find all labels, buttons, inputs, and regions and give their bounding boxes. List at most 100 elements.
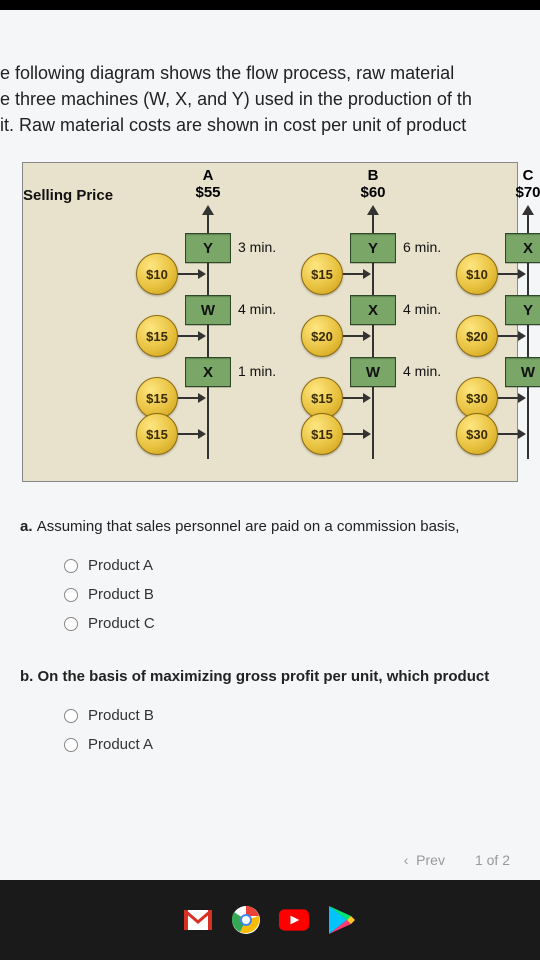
question-a-options: Product A Product B Product C xyxy=(0,535,540,638)
feeder-arrowhead xyxy=(363,429,371,439)
feeder-arrowhead xyxy=(518,269,526,279)
option-row[interactable]: Product B xyxy=(64,580,540,609)
feeder-arrowhead xyxy=(198,269,206,279)
feeder-arrowhead xyxy=(518,429,526,439)
question-a-prefix: a. xyxy=(20,518,37,535)
feeder-line xyxy=(178,335,198,337)
machine-box: Y xyxy=(350,233,396,263)
feeder-arrowhead xyxy=(198,393,206,403)
feeder-arrowhead xyxy=(198,331,206,341)
prev-glyph: ‹ xyxy=(404,852,409,868)
raw-material-cost-bottom: $15 xyxy=(301,413,343,455)
taskbar xyxy=(0,880,540,960)
product-column-a: A$55Y3 min.$10W4 min.$15X1 min.$15$15 xyxy=(133,167,283,471)
option-label: Product B xyxy=(88,707,154,724)
column-header: B xyxy=(298,167,448,184)
machine-box: W xyxy=(505,357,540,387)
feeder-arrowhead xyxy=(518,393,526,403)
youtube-icon[interactable] xyxy=(279,905,309,935)
footer-nav: ‹ Prev 1 of 2 xyxy=(404,852,510,868)
raw-material-cost-bottom: $30 xyxy=(456,413,498,455)
radio-icon xyxy=(64,709,78,723)
feeder-arrowhead xyxy=(363,269,371,279)
feeder-line xyxy=(178,433,198,435)
machine-box: Y xyxy=(185,233,231,263)
machine-time: 4 min. xyxy=(403,363,441,379)
machine-box: Y xyxy=(505,295,540,325)
page-container: e following diagram shows the flow proce… xyxy=(0,10,540,880)
selling-price-label: Selling Price xyxy=(23,187,113,204)
feeder-line xyxy=(343,335,363,337)
column-header: A xyxy=(133,167,283,184)
product-column-b: B$60Y6 min.$15X4 min.$20W4 min.$15$15 xyxy=(298,167,448,471)
flow-diagram: Selling Price A$55Y3 min.$10W4 min.$15X1… xyxy=(22,162,518,482)
raw-material-cost: $10 xyxy=(456,253,498,295)
intro-line: e following diagram shows the flow proce… xyxy=(0,60,540,86)
option-row[interactable]: Product B xyxy=(64,701,540,730)
raw-material-cost-bottom: $15 xyxy=(136,413,178,455)
question-a: a. Assuming that sales personnel are pai… xyxy=(0,492,540,535)
question-a-text: Assuming that sales personnel are paid o… xyxy=(37,518,460,535)
radio-icon xyxy=(64,559,78,573)
radio-icon xyxy=(64,738,78,752)
question-b-text: On the basis of maximizing gross profit … xyxy=(38,668,490,685)
option-label: Product C xyxy=(88,615,155,632)
selling-price: $70 xyxy=(453,184,540,201)
machine-box: X xyxy=(505,233,540,263)
machine-box: W xyxy=(350,357,396,387)
machine-time: 1 min. xyxy=(238,363,276,379)
gmail-icon[interactable] xyxy=(183,905,213,935)
feeder-line xyxy=(498,433,518,435)
intro-line: it. Raw material costs are shown in cost… xyxy=(0,112,540,138)
machine-time: 4 min. xyxy=(403,301,441,317)
question-b: b. On the basis of maximizing gross prof… xyxy=(0,638,540,685)
radio-icon xyxy=(64,617,78,631)
question-b-options: Product B Product A xyxy=(0,685,540,759)
option-label: Product A xyxy=(88,557,153,574)
feeder-line xyxy=(343,273,363,275)
feeder-arrowhead xyxy=(518,331,526,341)
option-row[interactable]: Product A xyxy=(64,730,540,759)
flow-arrowhead xyxy=(522,205,534,215)
question-b-prefix: b. xyxy=(20,668,38,685)
play-store-icon[interactable] xyxy=(327,905,357,935)
feeder-arrowhead xyxy=(363,393,371,403)
selling-price: $55 xyxy=(133,184,283,201)
machine-box: X xyxy=(350,295,396,325)
pager-label: 1 of 2 xyxy=(475,852,510,868)
feeder-line xyxy=(178,273,198,275)
option-row[interactable]: Product C xyxy=(64,609,540,638)
feeder-line xyxy=(178,397,198,399)
option-row[interactable]: Product A xyxy=(64,551,540,580)
raw-material-cost: $20 xyxy=(456,315,498,357)
prev-label: Prev xyxy=(416,852,445,868)
raw-material-cost: $20 xyxy=(301,315,343,357)
feeder-line xyxy=(343,433,363,435)
raw-material-cost: $15 xyxy=(301,253,343,295)
product-column-c: C$70X4 min.$10Y6 min.$20W5 min.$30$30 xyxy=(453,167,540,471)
feeder-arrowhead xyxy=(363,331,371,341)
feeder-line xyxy=(498,335,518,337)
prev-button[interactable]: ‹ Prev xyxy=(404,852,445,868)
option-label: Product A xyxy=(88,736,153,753)
flow-arrowhead xyxy=(367,205,379,215)
feeder-arrowhead xyxy=(198,429,206,439)
radio-icon xyxy=(64,588,78,602)
intro-text: e following diagram shows the flow proce… xyxy=(0,10,540,156)
flow-arrowhead xyxy=(202,205,214,215)
feeder-line xyxy=(343,397,363,399)
machine-box: X xyxy=(185,357,231,387)
machine-time: 6 min. xyxy=(403,239,441,255)
option-label: Product B xyxy=(88,586,154,603)
raw-material-cost: $15 xyxy=(136,315,178,357)
chrome-icon[interactable] xyxy=(231,905,261,935)
feeder-line xyxy=(498,397,518,399)
raw-material-cost: $10 xyxy=(136,253,178,295)
machine-time: 4 min. xyxy=(238,301,276,317)
feeder-line xyxy=(498,273,518,275)
column-header: C xyxy=(453,167,540,184)
machine-time: 3 min. xyxy=(238,239,276,255)
machine-box: W xyxy=(185,295,231,325)
intro-line: e three machines (W, X, and Y) used in t… xyxy=(0,86,540,112)
selling-price: $60 xyxy=(298,184,448,201)
